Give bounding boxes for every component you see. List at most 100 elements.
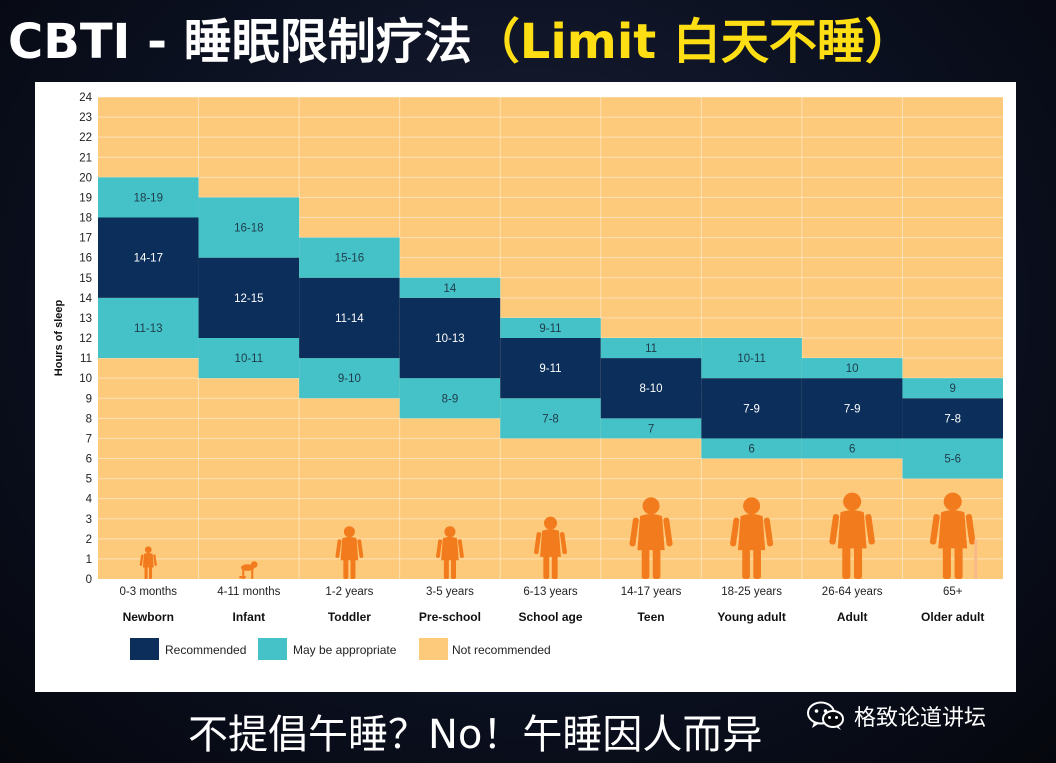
data-label: 10-13 [435, 333, 464, 345]
watermark-text: 格致论道讲坛 [854, 706, 987, 731]
y-axis-label: Hours of sleep [53, 300, 65, 377]
bar-may-high [801, 358, 903, 379]
child-icon [534, 516, 567, 579]
bar-recommended [98, 217, 199, 298]
bar-may-high [98, 177, 199, 218]
bar-may-low [198, 338, 300, 379]
data-label: 10-11 [737, 353, 766, 365]
crawling-infant-icon [239, 561, 258, 579]
legend-label: Not recommended [452, 643, 551, 657]
data-label: 7-8 [944, 413, 961, 425]
x-tick-age: 1-2 years [325, 586, 373, 598]
x-tick-group: School age [518, 610, 582, 624]
y-tick-label: 22 [79, 132, 92, 144]
x-tick-age: 6-13 years [523, 586, 578, 598]
bar-recommended [801, 378, 903, 439]
y-tick-label: 6 [86, 454, 92, 466]
page-title: CBTI - 睡眠限制疗法（Limit 白天不睡） [8, 2, 913, 82]
data-label: 8-10 [640, 383, 663, 395]
y-tick-label: 24 [79, 92, 92, 104]
title-main: CBTI - 睡眠限制疗法 [8, 14, 472, 70]
title-highlight: （Limit 白天不睡） [471, 14, 913, 70]
y-tick-label: 19 [79, 192, 92, 204]
bar-may-low [902, 438, 1003, 479]
y-tick-label: 14 [79, 293, 92, 305]
y-tick-label: 10 [79, 373, 92, 385]
x-tick-group: Newborn [123, 610, 174, 624]
bar-may-low [801, 438, 903, 459]
y-tick-label: 20 [79, 172, 92, 184]
y-tick-label: 9 [86, 393, 92, 405]
data-label: 18-19 [134, 192, 163, 204]
legend-swatch-not-recommended [419, 638, 448, 660]
y-tick-label: 16 [79, 253, 92, 265]
x-tick-group: Pre-school [419, 610, 481, 624]
data-label: 16-18 [234, 223, 263, 235]
y-tick-label: 4 [86, 494, 93, 506]
data-label: 6 [849, 443, 855, 455]
data-label: 10-11 [235, 353, 264, 365]
y-tick-label: 18 [79, 213, 92, 225]
legend-label: May be appropriate [293, 643, 397, 657]
y-tick-label: 17 [79, 233, 92, 245]
data-label: 14 [444, 283, 457, 295]
young-adult-icon [730, 497, 774, 579]
chart-panel: 11-13 14-17 18-19 10-11 12-15 16-18 9-10 11-14 1… [35, 82, 1016, 692]
data-label: 7 [648, 423, 654, 435]
bar-may-low [701, 438, 802, 459]
data-label: 15-16 [335, 253, 364, 265]
legend-swatch-recommended [130, 638, 159, 660]
data-label: 11-14 [335, 313, 364, 325]
x-tick-group: Adult [837, 610, 868, 624]
x-tick-age: 26-64 years [822, 586, 883, 598]
preschooler-icon [436, 526, 464, 579]
x-tick-age: 0-3 months [120, 586, 178, 598]
data-label: 10 [846, 363, 859, 375]
bar-may-high [600, 338, 702, 359]
wechat-icon [807, 701, 844, 730]
watermark: 格致论道讲坛 [806, 698, 986, 734]
bar-may-low [299, 358, 400, 399]
sleep-chart: 11-13 14-17 18-19 10-11 12-15 16-18 9-10 11-14 1… [53, 92, 1003, 660]
y-tick-label: 23 [79, 112, 92, 124]
baby-icon [139, 546, 157, 579]
data-label: 6 [748, 443, 754, 455]
data-label: 8-9 [442, 393, 459, 405]
y-tick-label: 13 [79, 313, 92, 325]
adult-icon [829, 492, 875, 579]
bar-may-high [299, 237, 400, 278]
x-tick-age: 18-25 years [721, 586, 782, 598]
data-label: 9-11 [539, 363, 561, 375]
data-label: 11-13 [134, 323, 163, 335]
data-label: 9-11 [539, 323, 561, 335]
toddler-icon [335, 526, 364, 579]
y-tick-label: 11 [80, 353, 92, 365]
x-tick-group: Toddler [328, 610, 371, 624]
data-label: 9 [950, 383, 956, 395]
x-tick-group: Infant [232, 610, 265, 624]
y-tick-label: 21 [79, 152, 92, 164]
y-tick-label: 3 [86, 514, 92, 526]
x-tick-group: Older adult [921, 610, 984, 624]
data-label: 7-9 [844, 403, 861, 415]
bar-may-low [399, 378, 501, 419]
data-label: 7-9 [743, 403, 760, 415]
y-tick-label: 8 [86, 413, 92, 425]
bar-may-low [98, 297, 199, 359]
bar-may-high [198, 197, 300, 258]
legend-label: Recommended [165, 643, 246, 657]
y-tick-label: 0 [86, 574, 92, 586]
data-label: 7-8 [542, 413, 559, 425]
bar-may-low [500, 398, 601, 439]
bar-recommended [399, 297, 501, 379]
x-tick-age: 65+ [943, 586, 963, 598]
y-tick-label: 12 [79, 333, 92, 345]
data-label: 12-15 [234, 293, 263, 305]
legend-swatch-may-be-appropriate [258, 638, 287, 660]
y-tick-label: 1 [86, 554, 92, 566]
teen-icon [629, 497, 673, 579]
bar-recommended [902, 398, 1003, 439]
bar-may-high [701, 338, 802, 379]
bar-may-low [600, 418, 702, 439]
caption: 不提倡午睡？No！午睡因人而异 [188, 712, 763, 758]
